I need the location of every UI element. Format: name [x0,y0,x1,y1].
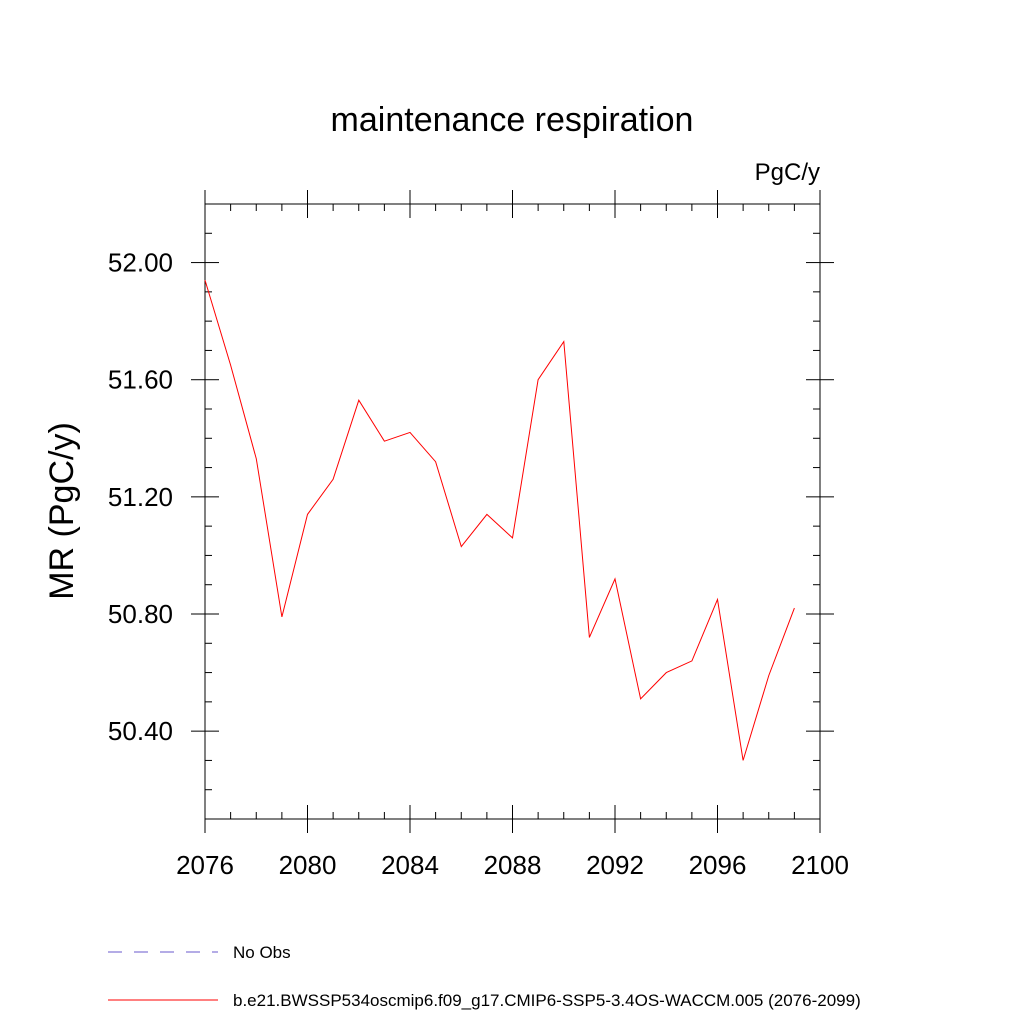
series-group [204,279,795,761]
chart-title: maintenance respiration [331,101,694,139]
x-tick-labels: 2076 2080 2084 2088 2092 2096 2100 [176,850,849,880]
axis-ticks [191,190,834,833]
x-tick-label: 2084 [381,850,439,880]
y-tick-label: 51.60 [108,365,173,395]
units-label: PgC/y [755,159,820,186]
y-tick-label: 50.80 [108,599,173,629]
y-tick-label: 51.20 [108,482,173,512]
y-axis-label: MR (PgC/y) [43,422,81,600]
legend: No Obs b.e21.BWSSP534oscmip6.f09_g17.CMIP… [108,943,861,1010]
series-line [204,279,795,761]
plot-frame [204,203,821,820]
legend-label: No Obs [233,943,291,962]
y-tick-label: 52.00 [108,248,173,278]
x-tick-label: 2096 [689,850,747,880]
x-tick-label: 2092 [586,850,644,880]
y-tick-labels: 52.00 51.60 51.20 50.80 50.40 [108,248,173,747]
x-tick-label: 2100 [791,850,849,880]
x-tick-label: 2076 [176,850,234,880]
legend-label: b.e21.BWSSP534oscmip6.f09_g17.CMIP6-SSP5… [233,991,861,1010]
x-tick-label: 2080 [279,850,337,880]
y-tick-label: 50.40 [108,716,173,746]
x-tick-label: 2088 [484,850,542,880]
